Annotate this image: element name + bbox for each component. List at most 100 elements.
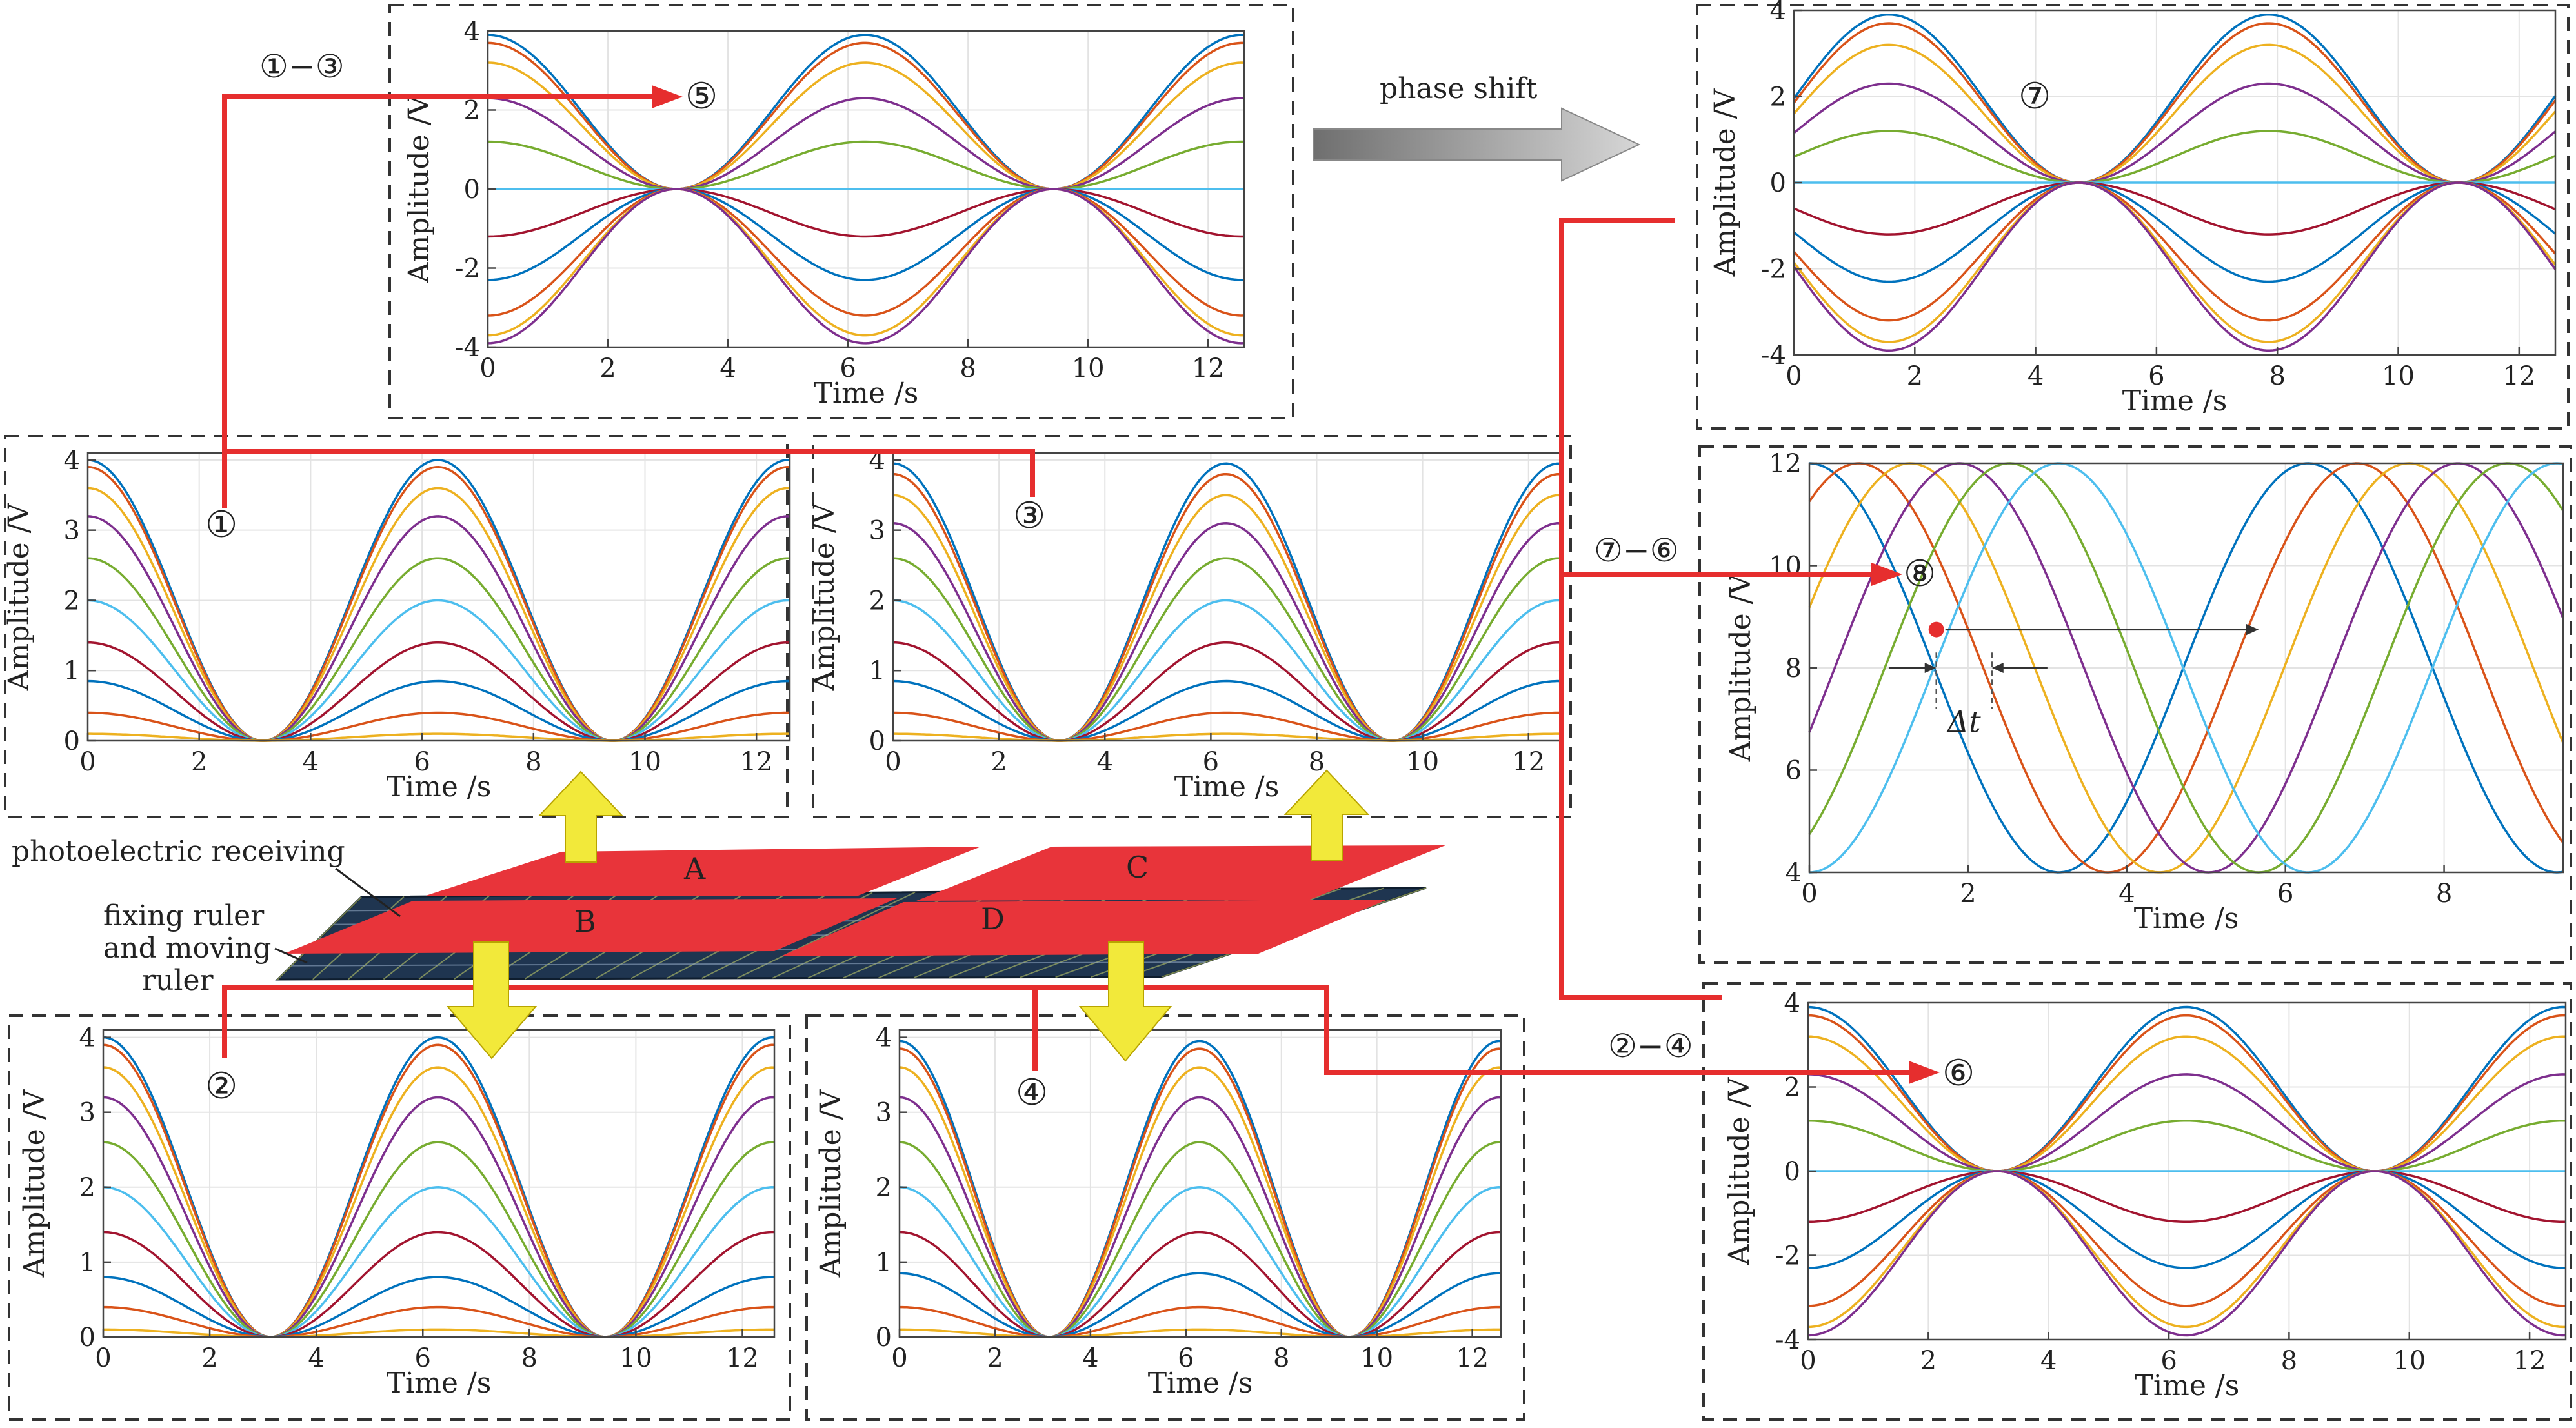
- y-tick-label: 4: [1770, 0, 1786, 26]
- x-tick-label: 10: [2393, 1346, 2426, 1376]
- y-tick-label: 3: [64, 516, 80, 546]
- y-axis-label: Amplitude /V: [3, 502, 35, 691]
- x-tick-label: 6: [414, 747, 430, 777]
- series-line: [487, 140, 1244, 190]
- label-circle-2: ②: [205, 1065, 237, 1107]
- series-line: [487, 41, 1244, 190]
- plate-label-A: A: [683, 851, 706, 886]
- series-line: [103, 1328, 774, 1338]
- y-tick-label: 2: [869, 586, 885, 616]
- x-tick-label: 4: [719, 354, 736, 383]
- y-tick-label: 4: [79, 1023, 96, 1053]
- series-line: [487, 97, 1245, 190]
- series-line: [1808, 462, 2564, 874]
- panel-frame-3: [812, 435, 1572, 818]
- y-tick-label: -2: [455, 254, 480, 284]
- series-line: [1809, 462, 2564, 874]
- y-axis-label: Amplitude /V: [18, 1089, 51, 1278]
- series-line: [87, 679, 790, 742]
- x-tick-label: 12: [1512, 747, 1545, 777]
- series-line: [487, 188, 1245, 281]
- ruler-label-line3: ruler: [142, 964, 214, 997]
- axes-box: [102, 1029, 776, 1338]
- y-tick-label: 1: [64, 656, 80, 686]
- label-circle-7: ⑦: [2018, 75, 2051, 117]
- series-line: [899, 1040, 1501, 1338]
- x-tick-label: 2: [1907, 361, 1923, 391]
- series-line: [892, 462, 1560, 742]
- label-op-2-4: ②−④: [1608, 1027, 1693, 1065]
- series-line: [1807, 1170, 2566, 1337]
- panel-frame-7: [1696, 4, 2570, 430]
- panel-frame-4: [805, 1014, 1525, 1421]
- label-circle-1: ①: [205, 504, 237, 546]
- chart-p6: 0 2 4 6 8 10 12 -4 -2 0 2 4 Time /s Amplitude /V: [1723, 989, 2567, 1402]
- series-line: [487, 188, 1244, 337]
- label-circle-5: ⑤: [685, 75, 718, 117]
- y-tick-label: 0: [79, 1323, 96, 1353]
- x-tick-label: 10: [1406, 747, 1439, 777]
- x-tick-label: 8: [1273, 1343, 1289, 1373]
- series-line: [899, 1231, 1501, 1338]
- x-tick-label: 0: [95, 1343, 111, 1373]
- y-tick-label: -2: [1761, 255, 1786, 285]
- series-line: [1807, 1170, 2566, 1329]
- series-line: [893, 711, 1560, 742]
- x-tick-label: 6: [2148, 361, 2164, 391]
- y-tick-label: 3: [869, 516, 885, 546]
- x-tick-label: 10: [629, 747, 661, 777]
- panel-frame-8: [1698, 445, 2572, 964]
- y-axis-label: Amplitude /V: [403, 94, 436, 283]
- x-axis-label: Time /s: [2135, 1369, 2240, 1402]
- arrowhead-6: [1909, 1061, 1940, 1084]
- y-tick-label: 4: [464, 17, 480, 46]
- x-tick-label: 4: [2040, 1346, 2057, 1376]
- x-tick-label: 2: [1960, 879, 1976, 909]
- x-axis-label: Time /s: [2122, 385, 2228, 417]
- label-circle-8: ⑧: [1904, 553, 1936, 595]
- series-line: [899, 1047, 1502, 1338]
- grating-device: A B C D: [275, 845, 1445, 981]
- x-tick-label: 2: [599, 354, 616, 383]
- line-1-3-to-5: [222, 94, 652, 508]
- series-line: [88, 732, 790, 742]
- plate-B: [284, 898, 897, 954]
- ruler-label-line1: fixing ruler: [103, 900, 265, 932]
- series-line: [103, 1186, 775, 1338]
- y-tick-label: 0: [1784, 1157, 1800, 1187]
- series-line: [892, 641, 1561, 742]
- series-line: [1807, 1005, 2566, 1172]
- series-line: [1808, 462, 2564, 874]
- axes-box: [86, 452, 791, 742]
- yellow-arrow-down-D: [1078, 941, 1172, 1062]
- y-tick-label: -4: [455, 333, 480, 363]
- y-tick-label: 3: [79, 1098, 96, 1128]
- y-axis-label: Amplitude /V: [1723, 1076, 1756, 1265]
- series-line: [1793, 43, 2557, 184]
- arrowhead-5: [652, 85, 683, 108]
- x-tick-label: 4: [2028, 361, 2044, 391]
- x-axis-label: Time /s: [1174, 770, 1280, 803]
- x-tick-label: 4: [2118, 879, 2135, 909]
- series-line: [892, 679, 1561, 742]
- x-tick-label: 2: [201, 1343, 217, 1373]
- x-tick-label: 12: [1192, 354, 1225, 383]
- plate-D: [781, 900, 1387, 956]
- series-line: [487, 188, 1244, 238]
- connector-lines: [222, 94, 1910, 1075]
- x-axis-label: Time /s: [2134, 902, 2239, 935]
- ruler-label-line2: and moving: [103, 932, 271, 965]
- x-tick-label: 12: [740, 747, 773, 777]
- series-line: [1807, 1170, 2566, 1307]
- line-7-6-join: [1559, 218, 1722, 1000]
- series-line: [1807, 1119, 2566, 1172]
- y-tick-label: 0: [64, 727, 80, 756]
- y-axis-label: Amplitude /V: [1724, 573, 1757, 762]
- series-line: [1809, 462, 2564, 874]
- line-1-3-join: [225, 449, 1035, 497]
- series-line: [87, 487, 790, 742]
- shift-arrowhead: [2246, 623, 2259, 636]
- series-line: [1807, 1170, 2566, 1223]
- series-line: [487, 188, 1245, 317]
